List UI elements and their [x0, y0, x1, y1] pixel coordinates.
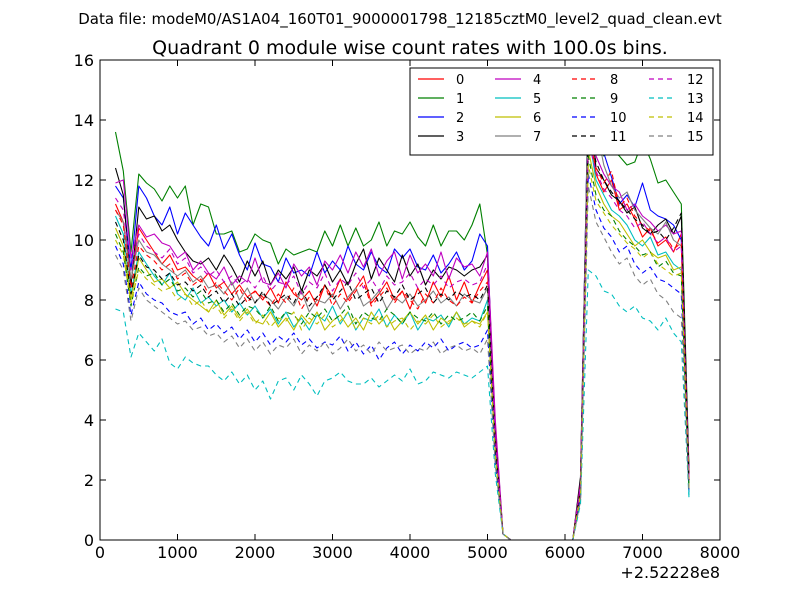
legend-label-13: 13	[687, 92, 704, 107]
x-tick-label: 2000	[235, 543, 276, 562]
x-tick-label: 6000	[545, 543, 586, 562]
series-line-10	[114, 173, 690, 541]
x-tick-label: 4000	[390, 543, 431, 562]
y-tick-label: 0	[84, 531, 94, 550]
x-tick-label: 1000	[157, 543, 198, 562]
y-tick-label: 16	[74, 51, 94, 70]
y-tick-label: 8	[84, 291, 94, 310]
legend-label-6: 6	[533, 111, 541, 126]
legend-label-9: 9	[610, 92, 618, 107]
legend-label-1: 1	[456, 92, 464, 107]
legend-label-2: 2	[456, 111, 464, 126]
legend-label-11: 11	[610, 130, 627, 145]
y-tick-label: 14	[74, 111, 94, 130]
y-tick-label: 6	[84, 351, 94, 370]
series-line-8	[115, 134, 690, 541]
y-tick-label: 4	[84, 411, 94, 430]
legend-box	[409, 67, 714, 156]
legend-label-0: 0	[456, 73, 464, 88]
series-line-14	[115, 164, 690, 541]
series-line-12	[115, 140, 690, 541]
x-tick-label: 3000	[312, 543, 353, 562]
plot-lines	[114, 83, 690, 541]
legend-label-12: 12	[687, 73, 704, 88]
series-line-0	[114, 122, 690, 541]
y-tick-label: 12	[74, 171, 94, 190]
x-tick-label: 7000	[622, 543, 663, 562]
legend-label-7: 7	[533, 130, 541, 145]
legend-label-10: 10	[610, 111, 627, 126]
x-tick-label: 8000	[700, 543, 741, 562]
legend-label-4: 4	[533, 73, 541, 88]
series-line-6	[114, 149, 690, 541]
series-line-9	[114, 155, 690, 541]
legend-label-15: 15	[687, 130, 704, 145]
legend-label-5: 5	[533, 92, 541, 107]
legend-label-8: 8	[610, 73, 618, 88]
series-line-5	[114, 131, 690, 541]
axis-ticks: 0 1000 2000 3000 4000 5000 6000 7000 80000246810…	[74, 51, 741, 562]
x-tick-label: 0	[95, 543, 105, 562]
legend-label-14: 14	[687, 111, 704, 126]
figure-suptitle: Data file: modeM0/AS1A04_160T01_90000017…	[78, 10, 722, 29]
series-line-15	[115, 185, 690, 541]
y-tick-label: 10	[74, 231, 94, 250]
x-offset-label: +2.52228e8	[620, 563, 720, 582]
x-tick-label: 5000	[467, 543, 508, 562]
y-tick-label: 2	[84, 471, 94, 490]
chart-title: Quadrant 0 module wise count rates with …	[152, 37, 668, 59]
series-line-13	[115, 269, 690, 541]
legend-label-3: 3	[456, 130, 464, 145]
